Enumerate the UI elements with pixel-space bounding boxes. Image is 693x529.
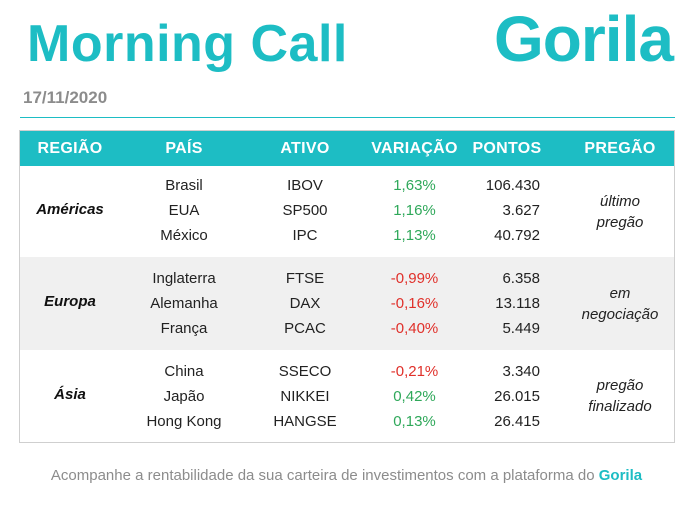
variation-cell: 1,16% [393,202,436,219]
region-label: Américas [36,201,104,218]
footer-text: Acompanhe a rentabilidade da sua carteir… [50,467,599,484]
header-asset: ATIVO [280,140,330,157]
asset-cell: FTSE [285,270,325,287]
points-cell: 3.627 [502,202,540,219]
country-cell: Inglaterra [152,270,216,287]
points-cell: 26.415 [494,413,540,430]
asset-cell: IPC [292,227,318,244]
header-session: PREGÃO [584,140,656,157]
country-cell: Alemanha [150,295,218,312]
variation-cell: 0,13% [393,413,436,430]
session-status: em negociação [565,283,675,325]
country-cell: China [164,363,204,380]
points-cell: 3.340 [502,363,540,380]
points-cell: 106.430 [485,177,540,194]
page-title: Morning Call [27,15,348,73]
header-variation: VARIAÇÃO [371,140,458,157]
asset-cell: IBOV [287,177,323,194]
session-line: pregão [596,377,644,394]
title-divider [20,117,675,118]
header-country: PAÍS [165,140,203,157]
session-line: finalizado [588,398,652,415]
session-line: em [609,285,631,302]
points-cell: 26.015 [494,388,540,405]
footer-note: Acompanhe a rentabilidade da sua carteir… [0,467,693,484]
country-cell: Japão [163,388,205,405]
asset-cell: SSECO [278,363,332,380]
header-points: PONTOS [472,140,542,157]
session-line: último [599,193,640,210]
region-group-americas: Américas último pregão Brasil IBOV 1,63%… [20,166,674,257]
points-cell: 13.118 [495,295,540,312]
country-cell: França [160,320,208,337]
market-table: REGIÃO PAÍS ATIVO VARIAÇÃO PONTOS PREGÃO… [19,130,675,443]
variation-cell: -0,40% [390,320,439,337]
asset-cell: NIKKEI [280,388,330,405]
country-cell: México [160,227,208,244]
country-cell: Hong Kong [146,413,222,430]
variation-cell: 1,13% [393,227,436,244]
asset-cell: DAX [289,295,321,312]
variation-cell: -0,21% [390,363,439,380]
asset-cell: PCAC [284,320,326,337]
session-status: último pregão [565,191,675,233]
session-line: negociação [581,306,659,323]
asset-cell: HANGSE [273,413,337,430]
footer-brand-link[interactable]: Gorila [598,467,643,484]
header-region: REGIÃO [37,140,103,157]
variation-cell: 0,42% [393,388,436,405]
gorila-logo: Gorila [494,3,674,75]
points-cell: 40.792 [494,227,540,244]
country-cell: Brasil [165,177,203,194]
variation-cell: 1,63% [393,177,436,194]
asset-cell: SP500 [282,202,328,219]
session-line: pregão [596,214,644,231]
region-group-europe: Europa em negociação Inglaterra FTSE -0,… [20,257,674,350]
country-cell: EUA [168,202,200,219]
region-group-asia: Ásia pregão finalizado China SSECO -0,21… [20,350,674,442]
variation-cell: -0,99% [390,270,439,287]
variation-cell: -0,16% [390,295,439,312]
region-label: Europa [44,293,96,310]
points-cell: 6.358 [502,270,540,287]
report-date: 17/11/2020 [23,88,108,107]
region-label: Ásia [54,386,86,403]
session-status: pregão finalizado [565,375,675,417]
table-header: REGIÃO PAÍS ATIVO VARIAÇÃO PONTOS PREGÃO [20,131,674,166]
points-cell: 5.449 [502,320,540,337]
